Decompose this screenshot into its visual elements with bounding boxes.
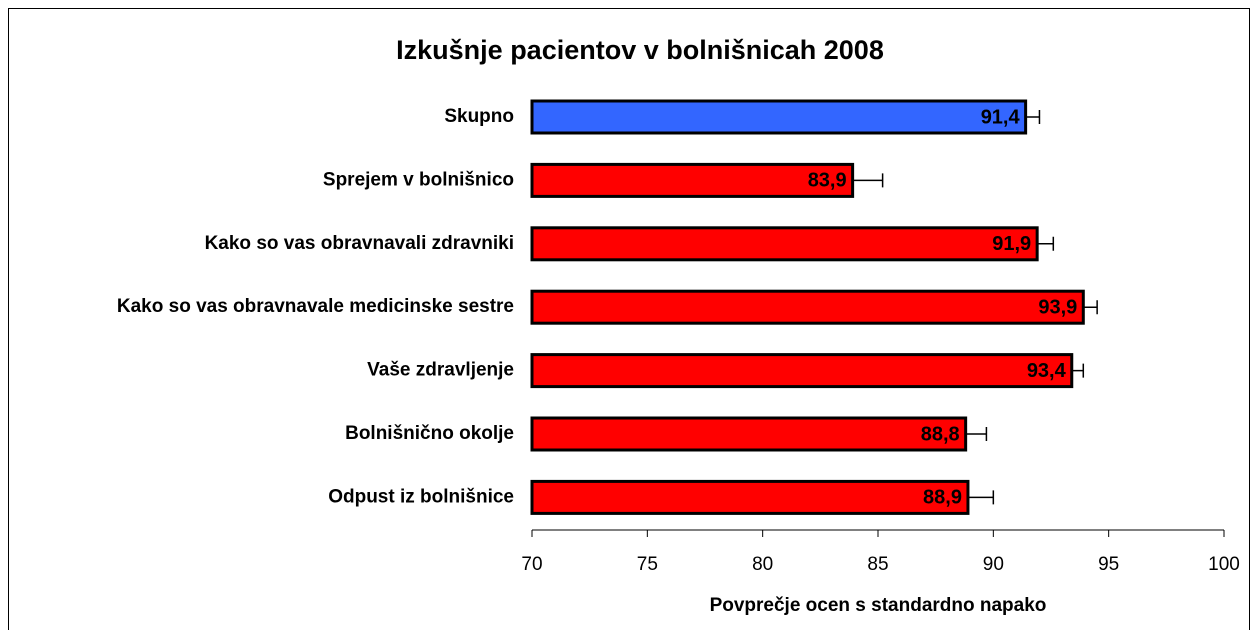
- y-tick-label: Kako so vas obravnavali zdravniki: [205, 233, 514, 254]
- value-label: 88,9: [923, 487, 962, 509]
- x-tick-label: 95: [1098, 554, 1119, 575]
- bar: [530, 226, 1039, 262]
- x-axis-label: Povprečje ocen s standardno napako: [710, 595, 1047, 616]
- error-bar: [1083, 300, 1098, 315]
- value-label: 88,8: [921, 423, 960, 445]
- bar: [530, 353, 1074, 389]
- y-tick-label: Sprejem v bolnišnico: [323, 169, 514, 190]
- x-tick-label: 100: [1208, 554, 1240, 575]
- value-label: 91,4: [981, 106, 1021, 128]
- value-label: 91,9: [992, 233, 1031, 255]
- bar: [530, 479, 970, 515]
- bar: [530, 289, 1085, 325]
- chart-frame: [8, 8, 1250, 630]
- y-tick-label: Kako so vas obravnavale medicinske sestr…: [117, 296, 514, 317]
- bar: [530, 99, 1028, 135]
- error-bar: [852, 173, 884, 188]
- y-tick-label: Odpust iz bolnišnice: [328, 486, 514, 507]
- error-bar: [967, 490, 995, 505]
- y-tick-label: Skupno: [444, 106, 514, 127]
- y-tick-label: Bolnišnično okolje: [345, 423, 514, 444]
- y-tick-label: Vaše zdravljenje: [367, 360, 514, 381]
- value-label: 83,9: [808, 170, 847, 192]
- x-tick-label: 70: [521, 554, 542, 575]
- value-label: 93,4: [1027, 360, 1067, 382]
- error-bar: [965, 427, 988, 441]
- error-bar: [1025, 110, 1041, 124]
- error-bar: [1037, 236, 1055, 251]
- x-tick-label: 90: [983, 554, 1004, 575]
- value-label: 93,9: [1038, 296, 1077, 318]
- bar: [530, 162, 855, 198]
- bar: [530, 416, 968, 452]
- x-tick-label: 85: [867, 554, 888, 575]
- x-tick-label: 80: [752, 554, 773, 575]
- x-tick-label: 75: [637, 554, 658, 575]
- error-bar: [1071, 363, 1085, 378]
- chart-title: Izkušnje pacientov v bolnišnicah 2008: [396, 35, 884, 65]
